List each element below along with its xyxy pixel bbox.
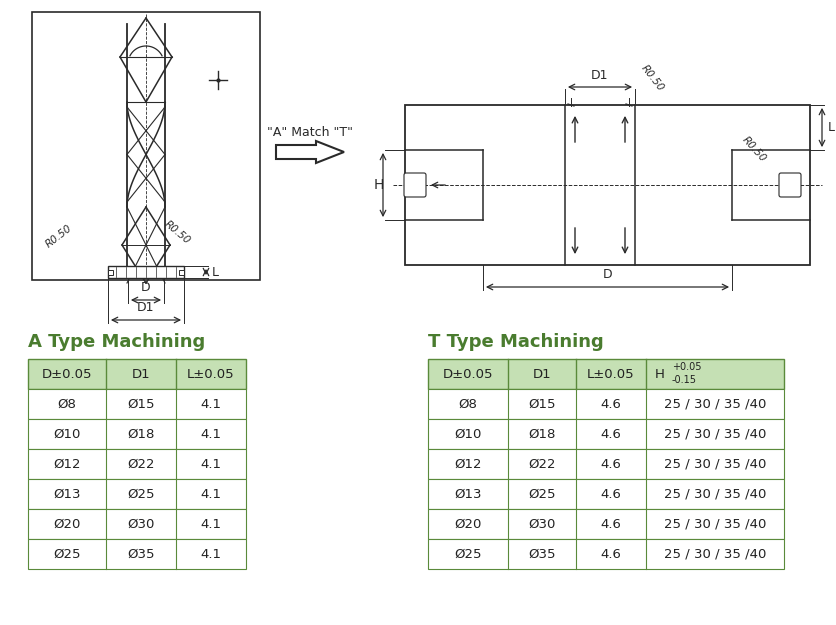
Text: 4.6: 4.6	[600, 458, 621, 471]
Text: A Type Machining: A Type Machining	[28, 333, 206, 351]
Text: Ø30: Ø30	[127, 518, 155, 531]
Bar	[28, 509, 246, 539]
Text: 25 / 30 / 35 /40: 25 / 30 / 35 /40	[664, 518, 766, 531]
Bar	[28, 449, 246, 479]
Bar	[428, 449, 784, 479]
Text: D1: D1	[533, 368, 551, 381]
Text: L±0.05: L±0.05	[187, 368, 235, 381]
Bar	[108, 266, 184, 278]
Text: Ø12: Ø12	[454, 458, 482, 471]
FancyBboxPatch shape	[404, 173, 426, 197]
FancyBboxPatch shape	[779, 173, 801, 197]
Text: Ø8: Ø8	[459, 398, 477, 411]
Text: 4.6: 4.6	[600, 488, 621, 501]
Text: H: H	[655, 368, 665, 381]
Text: Ø35: Ø35	[528, 548, 556, 561]
Text: R0.50: R0.50	[639, 63, 665, 93]
Text: D±0.05: D±0.05	[443, 368, 493, 381]
Text: 4.6: 4.6	[600, 518, 621, 531]
Text: 4.6: 4.6	[600, 398, 621, 411]
Text: D: D	[603, 268, 612, 281]
Text: -0.15: -0.15	[672, 375, 697, 385]
Text: 4.6: 4.6	[600, 548, 621, 561]
Text: Ø13: Ø13	[454, 488, 482, 501]
Bar	[28, 389, 246, 419]
Bar	[179, 269, 184, 274]
Text: "A" Match "T": "A" Match "T"	[267, 126, 353, 139]
Text: Ø8: Ø8	[58, 398, 76, 411]
Text: D1: D1	[137, 301, 155, 314]
Text: Ø18: Ø18	[528, 428, 556, 441]
Text: D1: D1	[132, 368, 150, 381]
Text: Ø25: Ø25	[528, 488, 556, 501]
Text: R0.50: R0.50	[740, 135, 767, 164]
Bar	[28, 479, 246, 509]
Text: R0.50: R0.50	[44, 223, 74, 250]
Bar	[32, 12, 260, 280]
Text: 25 / 30 / 35 /40: 25 / 30 / 35 /40	[664, 398, 766, 411]
Text: Ø25: Ø25	[454, 548, 482, 561]
Text: D: D	[141, 281, 150, 294]
Bar	[28, 359, 246, 389]
Text: Ø10: Ø10	[54, 428, 81, 441]
Text: L: L	[212, 266, 219, 279]
Text: Ø35: Ø35	[127, 548, 155, 561]
Text: 25 / 30 / 35 /40: 25 / 30 / 35 /40	[664, 548, 766, 561]
Text: D±0.05: D±0.05	[42, 368, 92, 381]
Text: Ø22: Ø22	[127, 458, 155, 471]
Text: Ø12: Ø12	[54, 458, 81, 471]
Text: Ø15: Ø15	[528, 398, 556, 411]
Bar	[428, 479, 784, 509]
Text: R0.50: R0.50	[162, 219, 191, 246]
Text: 4.1: 4.1	[201, 488, 222, 501]
Text: D1: D1	[591, 69, 609, 82]
Text: 25 / 30 / 35 /40: 25 / 30 / 35 /40	[664, 458, 766, 471]
Text: Ø30: Ø30	[528, 518, 556, 531]
Text: +0.05: +0.05	[672, 362, 701, 372]
Text: 4.1: 4.1	[201, 428, 222, 441]
Text: Ø22: Ø22	[528, 458, 556, 471]
Text: 25 / 30 / 35 /40: 25 / 30 / 35 /40	[664, 428, 766, 441]
Bar	[428, 419, 784, 449]
Text: Ø13: Ø13	[54, 488, 81, 501]
Bar	[428, 359, 784, 389]
Bar	[405, 105, 810, 265]
Text: L: L	[828, 121, 835, 134]
Text: 4.1: 4.1	[201, 518, 222, 531]
Text: Ø18: Ø18	[127, 428, 155, 441]
Text: Ø25: Ø25	[127, 488, 155, 501]
Text: Ø20: Ø20	[54, 518, 81, 531]
Text: 4.1: 4.1	[201, 458, 222, 471]
Bar	[428, 539, 784, 569]
Polygon shape	[276, 141, 344, 163]
Text: Ø20: Ø20	[454, 518, 482, 531]
Bar	[28, 419, 246, 449]
Text: 4.1: 4.1	[201, 398, 222, 411]
Bar	[428, 389, 784, 419]
Bar	[428, 509, 784, 539]
Text: Ø25: Ø25	[54, 548, 81, 561]
Text: H: H	[374, 178, 385, 192]
Text: Ø15: Ø15	[127, 398, 155, 411]
Bar	[28, 539, 246, 569]
Text: T Type Machining: T Type Machining	[428, 333, 604, 351]
Text: 4.6: 4.6	[600, 428, 621, 441]
Text: L±0.05: L±0.05	[587, 368, 635, 381]
Text: 4.1: 4.1	[201, 548, 222, 561]
Text: Ø10: Ø10	[454, 428, 482, 441]
Bar	[108, 269, 113, 274]
Text: 25 / 30 / 35 /40: 25 / 30 / 35 /40	[664, 488, 766, 501]
